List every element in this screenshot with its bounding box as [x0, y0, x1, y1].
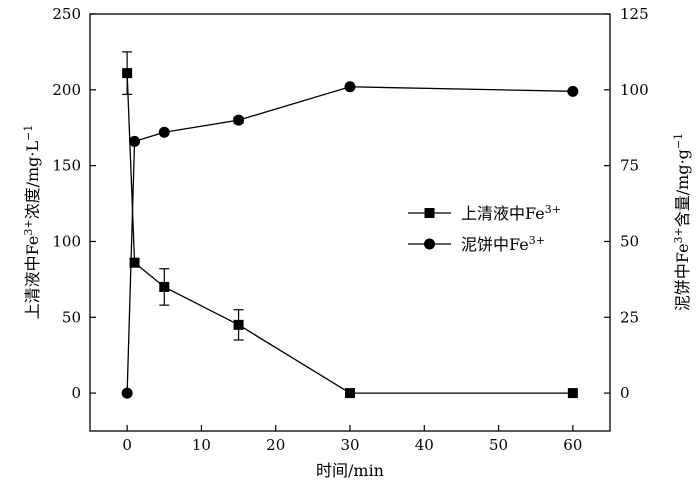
y-right-tick-label: 75: [620, 157, 639, 175]
y-right-tick-label: 0: [620, 384, 630, 402]
square-data-point: [567, 388, 578, 399]
ticks-layer: 0 10 20 30 40 50 60 0 50 100 150 200 250 0 25 50 75 100 12…: [52, 5, 648, 454]
legend-label-supernatant: 上清液中Fe3+: [461, 203, 561, 223]
legend: 上清液中Fe3+ 泥饼中Fe3+: [408, 203, 561, 254]
x-tick-label: 60: [563, 436, 582, 454]
x-tick-label: 40: [415, 436, 434, 454]
x-tick-label: 0: [122, 436, 132, 454]
y-axis-label-right: 泥饼中Fe3+含量/mg·g−1: [672, 133, 692, 311]
x-tick-label: 20: [266, 436, 285, 454]
y-left-tick-label: 150: [52, 157, 81, 175]
square-data-point: [345, 388, 355, 399]
square-data-point: [129, 257, 140, 268]
square-data-point: [159, 281, 170, 292]
circle-data-point: [567, 85, 579, 97]
square-data-point: [122, 68, 133, 79]
series-layer: [121, 51, 579, 399]
y-right-tick-label: 100: [620, 81, 649, 99]
legend-circle-marker: [424, 238, 435, 250]
y-axis-label-left: 上清液中Fe3+浓度/mg·L−1: [22, 125, 42, 320]
y-left-tick-label: 50: [62, 308, 81, 326]
y-right-tick-label: 50: [620, 232, 639, 250]
legend-label-cake: 泥饼中Fe3+: [461, 234, 545, 254]
circle-data-point: [121, 387, 133, 399]
x-tick-label: 50: [489, 436, 508, 454]
x-tick-label: 30: [340, 436, 359, 454]
y-left-tick-label: 200: [52, 81, 81, 99]
legend-square-marker: [424, 208, 435, 218]
y-left-tick-label: 0: [71, 384, 81, 402]
series-line-0: [126, 73, 573, 394]
x-axis-label: 时间/min: [316, 461, 384, 480]
circle-data-point: [158, 126, 170, 138]
y-left-tick-label: 100: [52, 232, 81, 250]
square-data-point: [233, 319, 244, 330]
circle-data-point: [344, 81, 356, 93]
y-left-tick-label: 250: [52, 5, 81, 23]
circle-data-point: [233, 114, 245, 126]
series-line-1: [126, 86, 573, 394]
y-right-tick-label: 25: [620, 308, 639, 326]
circle-data-point: [129, 135, 141, 147]
x-tick-label: 10: [192, 436, 211, 454]
legend-item-supernatant: 上清液中Fe3+: [408, 203, 561, 223]
y-right-tick-label: 125: [620, 5, 649, 23]
legend-item-cake: 泥饼中Fe3+: [408, 234, 545, 254]
